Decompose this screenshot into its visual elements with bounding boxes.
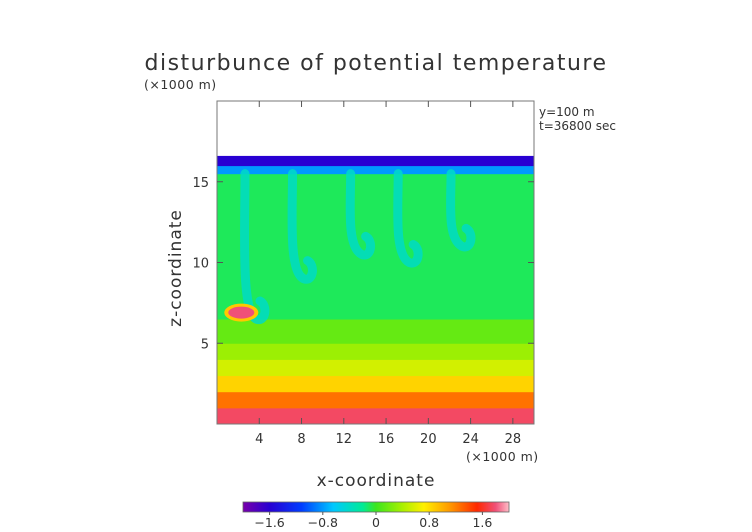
y-axis-label: z-coordinate (166, 209, 186, 327)
x-unit-label: (×1000 m) (466, 449, 539, 464)
colorbar-tick-label: 0 (372, 515, 380, 530)
x-tick-label: 24 (462, 432, 479, 447)
colorbar-ticks: −1.6 −0.8 0 0.8 1.6 (254, 512, 492, 530)
field-band-6 (217, 173, 534, 320)
colorbar-tick-label: −0.8 (308, 515, 338, 530)
field-band-5 (217, 319, 534, 344)
potential-temperature-field (217, 155, 534, 424)
field-band-3 (217, 359, 534, 377)
x-tick-label: 8 (297, 432, 305, 447)
x-tick-label: 28 (505, 432, 522, 447)
x-tick-label: 4 (255, 432, 263, 447)
x-axis-label: x-coordinate (317, 471, 436, 491)
field-band-7 (217, 165, 534, 175)
cold-plume-4 (446, 169, 476, 252)
annotation-1: t=36800 sec (539, 119, 616, 133)
annotation-0: y=100 m (539, 105, 595, 119)
field-band-8 (217, 155, 534, 167)
z-unit-label: (×1000 m) (144, 77, 217, 92)
field-band-4 (217, 343, 534, 360)
cold-plume-2 (345, 169, 376, 260)
x-axis: 4 8 12 16 20 24 28 (255, 101, 521, 447)
annotations: y=100 mt=36800 sec (539, 105, 616, 133)
warm-anomaly-core (228, 306, 255, 319)
colorbar (242, 501, 510, 513)
cold-plume-3 (393, 169, 423, 268)
x-tick-label: 12 (336, 432, 353, 447)
colorbar-tick-label: 0.8 (419, 515, 439, 530)
x-tick-label: 20 (420, 432, 437, 447)
field-band-1 (217, 391, 534, 409)
y-axis: 5 10 15 (192, 176, 534, 352)
y-tick-label: 15 (192, 176, 209, 191)
field-band-2 (217, 375, 534, 393)
cold-plume-1 (287, 169, 317, 284)
colorbar-tick-label: −1.6 (254, 515, 284, 530)
chart-title: disturbunce of potential temperature (145, 51, 608, 76)
field-band-0 (217, 407, 534, 424)
plot-area (217, 155, 534, 424)
y-tick-label: 5 (201, 337, 209, 352)
colorbar-tick-label: 1.6 (472, 515, 492, 530)
y-tick-label: 10 (192, 257, 209, 272)
x-tick-label: 16 (378, 432, 395, 447)
